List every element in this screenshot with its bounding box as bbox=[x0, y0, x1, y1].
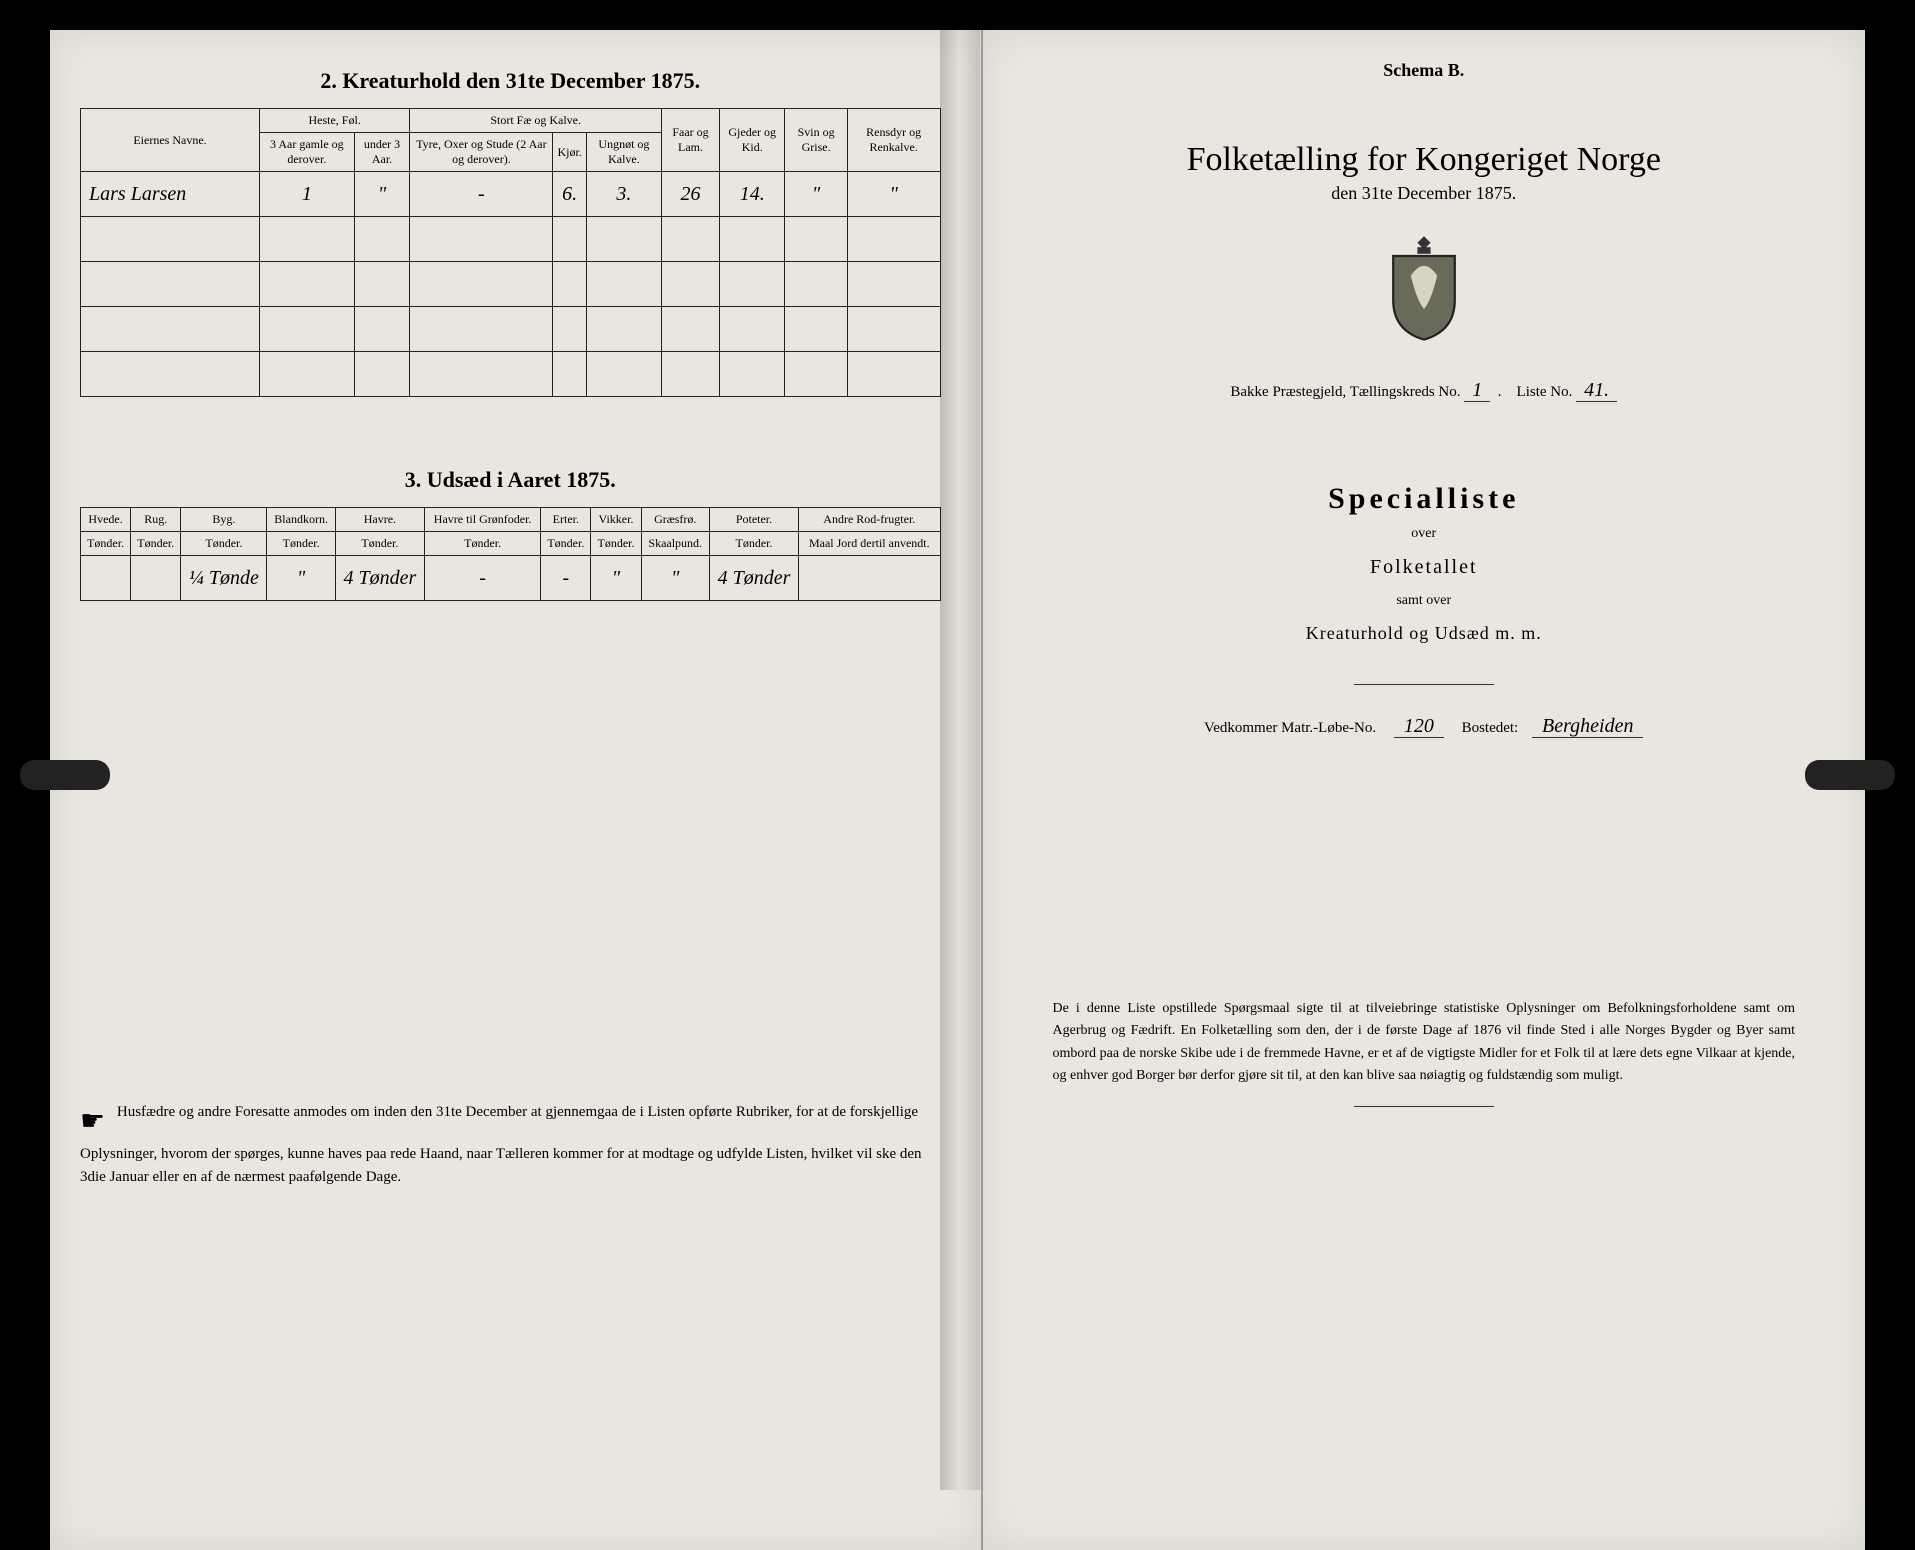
col-heste-group: Heste, Føl. bbox=[260, 109, 410, 133]
unit: Tønder. bbox=[267, 532, 335, 556]
table-row: ¼ Tønde " 4 Tønder - - " " 4 Tønder bbox=[81, 556, 941, 601]
table-row: Lars Larsen 1 " - 6. 3. 26 14. " " bbox=[81, 172, 941, 217]
col-stort-a: Tyre, Oxer og Stude (2 Aar og derover). bbox=[410, 133, 553, 172]
unit: Tønder. bbox=[709, 532, 798, 556]
section2-title: 2. Kreaturhold den 31te December 1875. bbox=[80, 68, 941, 94]
col-havregron: Havre til Grønfoder. bbox=[424, 508, 540, 532]
liste-no: 41. bbox=[1576, 379, 1617, 402]
matr-line: Vedkommer Matr.-Løbe-No. 120 Bostedet: B… bbox=[1023, 715, 1826, 738]
section3-title: 3. Udsæd i Aaret 1875. bbox=[80, 467, 941, 493]
cell bbox=[799, 556, 940, 601]
cell: 6. bbox=[553, 172, 586, 217]
cell: - bbox=[541, 556, 591, 601]
col-poteter: Poteter. bbox=[709, 508, 798, 532]
col-stort-c: Ungnøt og Kalve. bbox=[586, 133, 661, 172]
table-row-empty bbox=[81, 352, 941, 397]
matr-label: Vedkommer Matr.-Løbe-No. bbox=[1204, 720, 1376, 736]
divider bbox=[1354, 684, 1494, 685]
sub-title: den 31te December 1875. bbox=[1023, 183, 1826, 204]
cell bbox=[81, 556, 131, 601]
right-page: Schema B. Folketælling for Kongeriget No… bbox=[983, 30, 1866, 1550]
col-havre: Havre. bbox=[335, 508, 424, 532]
unit: Tønder. bbox=[541, 532, 591, 556]
col-erter: Erter. bbox=[541, 508, 591, 532]
unit: Tønder. bbox=[81, 532, 131, 556]
divider-bottom bbox=[1354, 1106, 1494, 1107]
table-row-empty bbox=[81, 217, 941, 262]
col-heste-b: under 3 Aar. bbox=[354, 133, 410, 172]
cell: 3. bbox=[586, 172, 661, 217]
col-stort-group: Stort Fæ og Kalve. bbox=[410, 109, 662, 133]
col-faar: Faar og Lam. bbox=[662, 109, 720, 172]
specialliste-title: Specialliste bbox=[1023, 482, 1826, 516]
unit: Maal Jord dertil anvendt. bbox=[799, 532, 940, 556]
samt-label: samt over bbox=[1023, 593, 1826, 609]
liste-label: Liste No. bbox=[1517, 384, 1573, 400]
schema-label: Schema B. bbox=[1023, 60, 1826, 81]
cell: 1 bbox=[260, 172, 355, 217]
folketallet-label: Folketallet bbox=[1023, 556, 1826, 579]
kreaturhold-table: Eiernes Navne. Heste, Føl. Stort Fæ og K… bbox=[80, 108, 941, 397]
pointing-hand-icon: ☛ bbox=[80, 1101, 105, 1143]
over-label: over bbox=[1023, 526, 1826, 542]
matr-no: 120 bbox=[1394, 715, 1444, 738]
parish-line: Bakke Præstegjeld, Tællingskreds No. 1 .… bbox=[1023, 379, 1826, 402]
bosted-value: Bergheiden bbox=[1532, 715, 1643, 738]
parish-prefix: Bakke Præstegjeld, Tællingskreds No. bbox=[1230, 384, 1460, 400]
cell: 14. bbox=[720, 172, 785, 217]
binder-clip-left bbox=[20, 760, 110, 790]
col-svin: Svin og Grise. bbox=[785, 109, 847, 172]
table-row-empty bbox=[81, 262, 941, 307]
udsaed-table: Hvede. Rug. Byg. Blandkorn. Havre. Havre… bbox=[80, 507, 941, 601]
col-byg: Byg. bbox=[181, 508, 267, 532]
kreds-no: 1 bbox=[1464, 379, 1490, 402]
col-vikker: Vikker. bbox=[591, 508, 641, 532]
cell: - bbox=[424, 556, 540, 601]
left-page: 2. Kreaturhold den 31te December 1875. E… bbox=[50, 30, 983, 1550]
cell: - bbox=[410, 172, 553, 217]
cell: " bbox=[591, 556, 641, 601]
unit: Tønder. bbox=[181, 532, 267, 556]
unit: Skaalpund. bbox=[641, 532, 709, 556]
cell bbox=[131, 556, 181, 601]
unit: Tønder. bbox=[131, 532, 181, 556]
col-rug: Rug. bbox=[131, 508, 181, 532]
cell: " bbox=[267, 556, 335, 601]
bosted-label: Bostedet: bbox=[1462, 720, 1519, 736]
unit: Tønder. bbox=[335, 532, 424, 556]
cell: " bbox=[847, 172, 940, 217]
col-stort-b: Kjør. bbox=[553, 133, 586, 172]
unit: Tønder. bbox=[591, 532, 641, 556]
cell: 4 Tønder bbox=[335, 556, 424, 601]
table-row-empty bbox=[81, 307, 941, 352]
cell-name: Lars Larsen bbox=[81, 172, 260, 217]
col-graes: Græsfrø. bbox=[641, 508, 709, 532]
cell: " bbox=[354, 172, 410, 217]
left-footnote-block: ☛ Husfædre og andre Foresatte anmodes om… bbox=[80, 1101, 941, 1188]
cell: " bbox=[785, 172, 847, 217]
right-footnote: De i denne Liste opstillede Spørgsmaal s… bbox=[1053, 998, 1796, 1088]
col-eier: Eiernes Navne. bbox=[81, 109, 260, 172]
binder-clip-right bbox=[1805, 760, 1895, 790]
col-heste-a: 3 Aar gamle og derover. bbox=[260, 133, 355, 172]
kreatur-label: Kreaturhold og Udsæd m. m. bbox=[1023, 623, 1826, 644]
coat-of-arms-icon bbox=[1023, 234, 1826, 349]
col-hvede: Hvede. bbox=[81, 508, 131, 532]
col-gjeder: Gjeder og Kid. bbox=[720, 109, 785, 172]
col-andre: Andre Rod-frugter. bbox=[799, 508, 940, 532]
col-rens: Rensdyr og Renkalve. bbox=[847, 109, 940, 172]
left-footnote-text: Husfædre og andre Foresatte anmodes om i… bbox=[80, 1104, 922, 1185]
main-title: Folketælling for Kongeriget Norge bbox=[1023, 141, 1826, 179]
cell: " bbox=[641, 556, 709, 601]
unit: Tønder. bbox=[424, 532, 540, 556]
col-bland: Blandkorn. bbox=[267, 508, 335, 532]
cell: ¼ Tønde bbox=[181, 556, 267, 601]
book-spread: 2. Kreaturhold den 31te December 1875. E… bbox=[0, 0, 1915, 1536]
cell: 4 Tønder bbox=[709, 556, 798, 601]
cell: 26 bbox=[662, 172, 720, 217]
